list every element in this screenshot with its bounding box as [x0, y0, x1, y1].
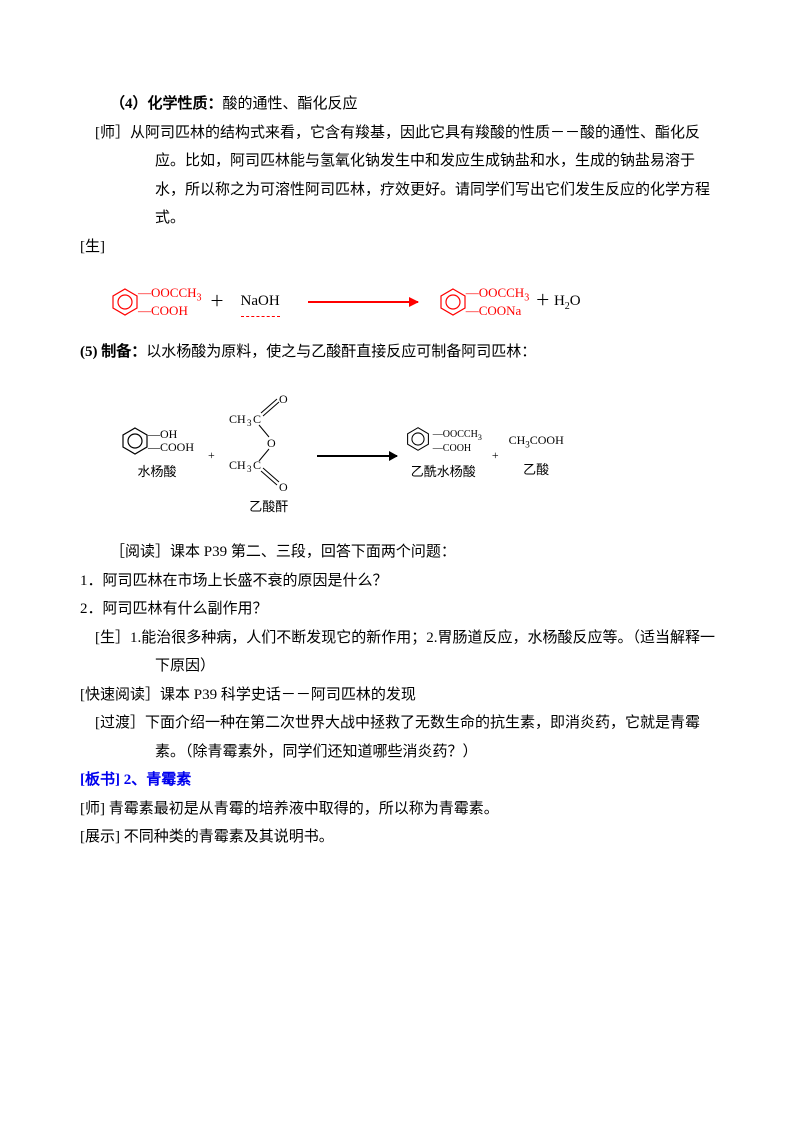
question-2: 2．阿司匹林有什么副作用？ [80, 595, 720, 624]
anhydride-structure-icon: CH3C O O CH3C O [229, 391, 309, 491]
svg-text:O: O [279, 480, 288, 491]
plus-sign: ＋ [210, 288, 225, 317]
show-text: 不同种类的青霉素及其说明书。 [124, 829, 334, 845]
section-5-heading: (5) 制备：以水杨酸为原料，使之与乙酸酐直接反应可制备阿司匹林： [80, 338, 720, 367]
teacher-label-2: [师] [80, 801, 105, 817]
teacher-block-2: [师] 青霉素最初是从青霉的培养液中取得的，所以称为青霉素。 [80, 795, 720, 824]
student-answer-text: 1.能治很多种病，人们不断发现它的新作用；2.胃肠道反应，水杨酸反应等。（适当解… [130, 630, 715, 675]
salicylic-label: 水杨酸 [138, 460, 177, 485]
teacher-block-1: [师］从阿司匹林的结构式来看，它含有羧基，因此它具有羧酸的性质－－酸的通性、酯化… [80, 119, 720, 233]
svg-text:3: 3 [247, 418, 252, 428]
section-5-text: 以水杨酸为原料，使之与乙酸酐直接反应可制备阿司匹林： [146, 344, 536, 360]
student-label-1: [生] [80, 233, 720, 262]
show-block: [展示] 不同种类的青霉素及其说明书。 [80, 823, 720, 852]
reaction-arrow-icon [317, 455, 397, 457]
anhydride-label: 乙酸酐 [249, 495, 288, 520]
benzene-ring-icon [110, 287, 140, 317]
reaction-arrow-icon [308, 301, 418, 303]
reagent-naoh: NaOH [241, 287, 280, 317]
svg-text:C: C [253, 458, 261, 472]
benzene-ring-icon [438, 287, 468, 317]
product-aspirin: —OOCCH3 —COOH 乙酰水杨酸 [405, 426, 482, 485]
section-4-heading: （4）化学性质：酸的通性、酯化反应 [80, 90, 720, 119]
equation-preparation: —OH —COOH 水杨酸 + CH3C O O CH3C [120, 391, 720, 520]
product-sodium-salt: —OOCCH3 —COONa [438, 286, 530, 318]
teacher-text-2: 青霉素最初是从青霉的培养液中取得的，所以称为青霉素。 [109, 801, 499, 817]
benzene-ring-icon [120, 426, 150, 456]
reactant-salicylic: —OH —COOH 水杨酸 [120, 426, 194, 485]
fast-reading: [快速阅读］课本 P39 科学史话－－阿司匹林的发现 [80, 681, 720, 710]
student-label-2: [生］ [95, 630, 130, 646]
show-label: [展示] [80, 829, 120, 845]
plus-sign: + [208, 444, 215, 467]
product-substituents: —OOCCH3 —COONa [466, 286, 530, 318]
svg-text:3: 3 [247, 464, 252, 474]
aspirin-substituents: —OOCCH3 —COOH [138, 286, 202, 318]
acetic-label: 乙酸 [523, 458, 549, 483]
svg-text:C: C [253, 412, 261, 426]
board-heading: [板书] 2、青霉素 [80, 766, 720, 795]
section-4-text: 酸的通性、酯化反应 [223, 96, 358, 112]
plus-sign: + [492, 444, 499, 467]
reactant-aspirin: —OOCCH3 —COOH [110, 286, 202, 318]
section-5-label: (5) 制备： [80, 344, 146, 360]
transition-block: [过渡］下面介绍一种在第二次世界大战中拯救了无数生命的抗生素，即消炎药，它就是青… [80, 709, 720, 766]
reactant-anhydride: CH3C O O CH3C O 乙酸酐 [229, 391, 309, 520]
benzene-ring-icon [405, 426, 435, 456]
question-1: 1．阿司匹林在市场上长盛不衰的原因是什么？ [80, 567, 720, 596]
student-answer-block: [生］1.能治很多种病，人们不断发现它的新作用；2.胃肠道反应，水杨酸反应等。（… [80, 624, 720, 681]
product-water: ＋ H2O [535, 287, 580, 316]
reading-prompt: ［阅读］课本 P39 第二、三段，回答下面两个问题： [80, 538, 720, 567]
transition-text: 下面介绍一种在第二次世界大战中拯救了无数生命的抗生素，即消炎药，它就是青霉素。（… [145, 715, 700, 760]
aspirin-product-label: 乙酰水杨酸 [411, 460, 476, 485]
teacher-text-1: 从阿司匹林的结构式来看，它含有羧基，因此它具有羧酸的性质－－酸的通性、酯化反应。… [130, 125, 710, 227]
transition-label: [过渡］ [95, 715, 145, 731]
teacher-label-1: [师］ [95, 125, 130, 141]
svg-text:O: O [267, 436, 276, 450]
equation-neutralization: —OOCCH3 —COOH ＋ NaOH —OOCCH3 —COONa ＋ H2… [80, 286, 720, 318]
svg-text:O: O [279, 392, 288, 406]
svg-text:CH: CH [229, 412, 246, 426]
product-acetic: CH3COOH 乙酸 [509, 429, 564, 482]
svg-text:CH: CH [229, 458, 246, 472]
section-4-label: （4）化学性质： [110, 96, 223, 112]
